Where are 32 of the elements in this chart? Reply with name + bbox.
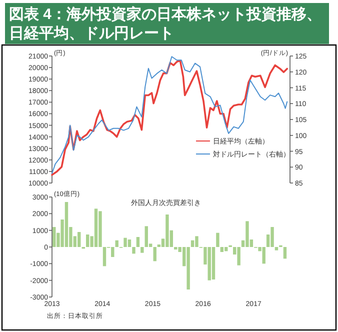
bar [283,247,287,259]
bar [102,247,106,266]
bar [64,202,68,247]
bar [94,208,98,247]
bar [216,232,220,247]
bar [274,247,278,250]
bar [166,214,169,247]
bar [78,232,81,247]
bar [98,211,102,247]
bar [246,221,249,247]
bar [208,247,211,280]
bar [140,247,144,253]
bar [237,247,240,266]
bar [195,236,198,247]
bar [262,247,266,264]
bar [153,247,156,262]
bar [52,227,56,247]
bar [144,226,148,247]
bar [124,238,127,247]
bar [190,240,194,247]
bar [86,234,90,247]
bar [186,247,190,290]
bar [220,247,224,252]
bar [111,247,114,257]
bar [128,240,132,247]
chart-title: 図表 4：海外投資家の日本株ネット投資推移、日経平均、ドル円レート [5,3,329,44]
bar [212,247,216,280]
bar [136,237,140,247]
bar [115,240,118,247]
bar [224,247,228,252]
bar [270,227,274,247]
bar [132,247,136,254]
